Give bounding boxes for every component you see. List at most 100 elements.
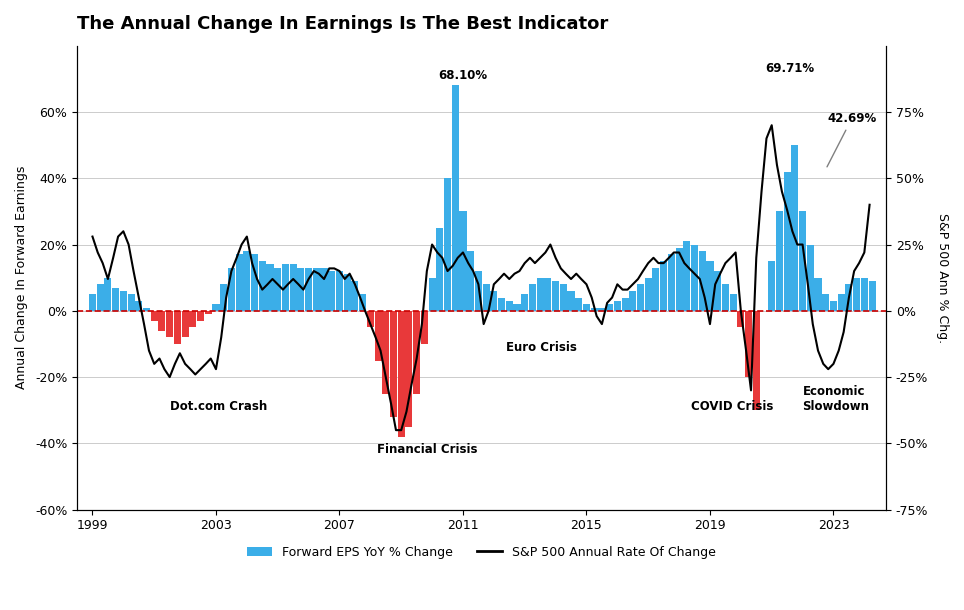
Bar xyxy=(351,281,359,311)
Bar xyxy=(784,171,790,311)
Bar xyxy=(745,311,752,377)
Bar xyxy=(444,178,451,311)
Bar xyxy=(822,294,829,311)
Bar xyxy=(398,311,405,437)
Text: Financial Crisis: Financial Crisis xyxy=(377,443,477,456)
Bar xyxy=(614,301,621,311)
Bar xyxy=(714,271,721,311)
Bar xyxy=(468,251,474,311)
Bar xyxy=(243,251,251,311)
Bar xyxy=(251,254,258,311)
Bar xyxy=(429,278,436,311)
Bar xyxy=(576,298,582,311)
Bar xyxy=(274,268,281,311)
Bar xyxy=(491,291,497,311)
Y-axis label: Annual Change In Forward Earnings: Annual Change In Forward Earnings xyxy=(15,166,28,389)
Text: Euro Crisis: Euro Crisis xyxy=(506,340,577,354)
Bar xyxy=(174,311,181,344)
Bar xyxy=(861,278,868,311)
Text: 68.10%: 68.10% xyxy=(439,69,488,82)
Bar xyxy=(676,248,683,311)
Text: Dot.com Crash: Dot.com Crash xyxy=(170,400,267,413)
Bar xyxy=(737,311,744,328)
Bar xyxy=(181,311,189,337)
Bar xyxy=(421,311,428,344)
Text: Economic
Slowdown: Economic Slowdown xyxy=(803,386,870,413)
Bar xyxy=(189,311,197,328)
Legend: Forward EPS YoY % Change, S&P 500 Annual Rate Of Change: Forward EPS YoY % Change, S&P 500 Annual… xyxy=(242,540,721,564)
Bar xyxy=(498,298,505,311)
Bar xyxy=(437,228,443,311)
Bar xyxy=(522,294,528,311)
Bar xyxy=(414,311,420,393)
Bar xyxy=(312,268,320,311)
Bar xyxy=(452,85,459,311)
Bar xyxy=(383,311,389,393)
Bar xyxy=(228,268,235,311)
Bar xyxy=(815,278,821,311)
Bar xyxy=(622,298,629,311)
Bar xyxy=(297,268,305,311)
Bar xyxy=(799,212,806,311)
Bar xyxy=(158,311,166,331)
Bar xyxy=(135,301,143,311)
Text: COVID Crisis: COVID Crisis xyxy=(691,400,774,413)
Bar xyxy=(289,264,297,311)
Bar xyxy=(150,311,158,321)
Bar xyxy=(281,264,289,311)
Bar xyxy=(830,301,837,311)
Bar xyxy=(166,311,174,337)
Bar xyxy=(838,294,844,311)
Bar xyxy=(645,278,652,311)
Bar xyxy=(343,274,351,311)
Bar xyxy=(869,281,875,311)
Bar xyxy=(768,261,775,311)
Bar xyxy=(335,271,343,311)
Bar xyxy=(545,278,551,311)
Bar xyxy=(845,284,852,311)
Bar xyxy=(583,304,590,311)
Bar xyxy=(606,304,613,311)
Bar xyxy=(89,294,96,311)
Bar xyxy=(127,294,135,311)
Bar xyxy=(460,212,467,311)
Bar xyxy=(791,145,798,311)
Bar xyxy=(406,311,413,427)
Bar xyxy=(514,304,521,311)
Bar xyxy=(722,284,729,311)
Bar xyxy=(552,281,559,311)
Bar xyxy=(359,294,366,311)
Bar xyxy=(699,251,706,311)
Bar xyxy=(707,261,713,311)
Bar xyxy=(629,291,636,311)
Bar xyxy=(807,245,814,311)
Bar xyxy=(506,301,513,311)
Bar xyxy=(220,284,228,311)
Bar xyxy=(143,307,150,311)
Bar xyxy=(258,261,266,311)
Text: The Annual Change In Earnings Is The Best Indicator: The Annual Change In Earnings Is The Bes… xyxy=(77,15,608,33)
Bar xyxy=(483,284,490,311)
Bar xyxy=(853,278,860,311)
Bar xyxy=(197,311,204,321)
Bar xyxy=(537,278,544,311)
Bar xyxy=(328,271,335,311)
Bar xyxy=(691,245,698,311)
Bar xyxy=(653,268,659,311)
Bar xyxy=(637,284,644,311)
Y-axis label: S&P 500 Ann % Chg.: S&P 500 Ann % Chg. xyxy=(936,213,949,343)
Bar xyxy=(96,284,104,311)
Bar xyxy=(120,291,127,311)
Bar xyxy=(730,294,736,311)
Bar xyxy=(212,304,220,311)
Bar xyxy=(390,311,397,417)
Bar xyxy=(204,311,212,314)
Bar xyxy=(112,288,120,311)
Bar xyxy=(266,264,274,311)
Text: 42.69%: 42.69% xyxy=(827,112,876,167)
Bar xyxy=(235,254,243,311)
Bar xyxy=(475,271,482,311)
Bar xyxy=(305,268,312,311)
Bar xyxy=(560,284,567,311)
Bar xyxy=(366,311,374,328)
